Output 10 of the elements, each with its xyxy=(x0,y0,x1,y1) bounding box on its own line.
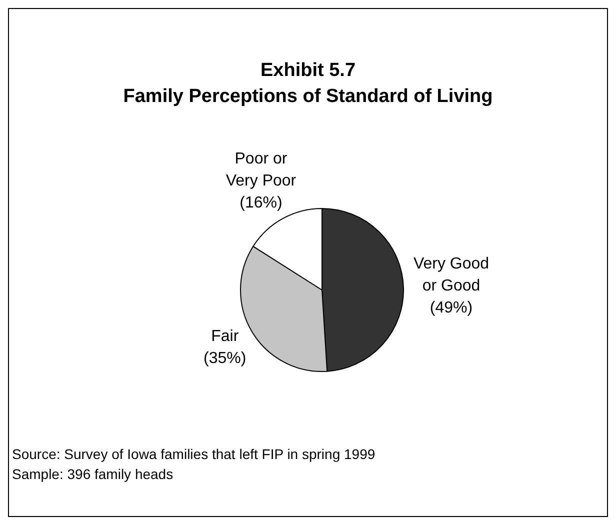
slice-label: Very Good or Good xyxy=(413,255,490,294)
data-label: (49%) xyxy=(430,299,473,316)
slice-label: Fair xyxy=(211,328,240,346)
data-label: (16%) xyxy=(240,194,282,212)
chart-subtitle: Family Perceptions of Standard of Living xyxy=(122,86,494,108)
slice-label: Poor or Very Poor xyxy=(226,150,297,190)
chart-title: Exhibit 5.7 xyxy=(259,60,357,82)
data-label: (35%) xyxy=(204,350,246,368)
text: Sample: 396 family heads xyxy=(12,465,174,484)
source-note: Source: Survey of Iowa families that left FIP in spring 1999 xyxy=(12,445,376,464)
